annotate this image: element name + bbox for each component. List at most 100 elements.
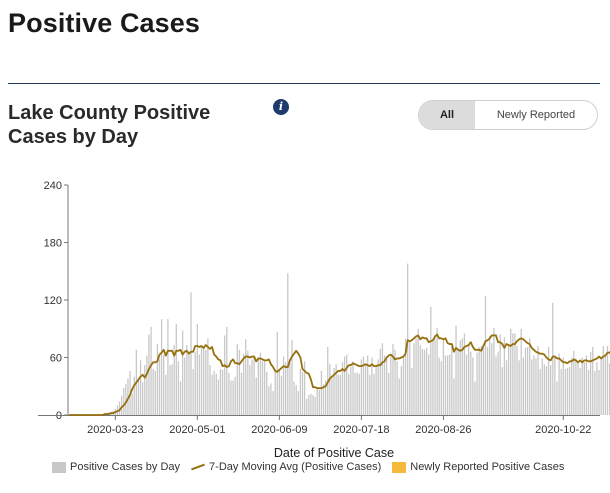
bar — [322, 384, 325, 415]
bar — [516, 346, 518, 415]
bar — [249, 365, 251, 415]
bar — [556, 381, 558, 415]
bar — [200, 346, 203, 415]
bar — [415, 338, 417, 415]
bar — [234, 376, 236, 415]
title-divider — [8, 83, 600, 84]
bar — [409, 341, 411, 415]
bar — [289, 362, 291, 415]
bar — [423, 349, 426, 415]
bar — [468, 345, 470, 415]
bar — [350, 367, 352, 415]
bar — [236, 344, 238, 415]
bar — [552, 302, 554, 415]
legend-item[interactable]: Newly Reported Positive Cases — [392, 461, 564, 473]
cases-chart: 060120180240 2020-03-232020-05-012020-06… — [38, 180, 610, 460]
bar — [571, 357, 573, 415]
bar — [451, 346, 453, 415]
bar — [541, 358, 543, 415]
bar — [131, 393, 133, 415]
bar — [461, 338, 463, 415]
bar — [339, 374, 342, 415]
bar — [554, 357, 556, 415]
bar — [385, 356, 388, 415]
y-tick-label: 180 — [44, 238, 62, 250]
bar — [272, 391, 274, 415]
bar — [303, 361, 306, 415]
bar — [596, 362, 598, 415]
bar — [230, 380, 232, 415]
bar — [301, 371, 304, 415]
moving-average-series — [69, 333, 610, 416]
legend-item[interactable]: 7-Day Moving Avg (Positive Cases) — [191, 461, 381, 473]
bar — [564, 369, 567, 415]
bar — [503, 337, 506, 415]
bar — [465, 354, 468, 415]
bar — [396, 361, 398, 415]
bar — [217, 379, 220, 415]
bar — [213, 370, 215, 415]
bar — [215, 373, 217, 415]
bar — [604, 354, 607, 415]
info-icon[interactable]: i — [273, 99, 289, 115]
bar — [211, 374, 213, 415]
bar — [394, 349, 396, 415]
bar — [154, 370, 156, 415]
bar — [173, 345, 175, 415]
bar — [560, 369, 562, 415]
bar — [169, 365, 171, 415]
bar — [341, 362, 344, 415]
bar — [226, 326, 228, 415]
bar — [335, 364, 337, 415]
bar — [581, 357, 583, 415]
bar — [238, 349, 241, 415]
bar — [337, 374, 339, 415]
toggle-option-all[interactable]: All — [419, 101, 475, 129]
chart-title: Lake County Positive Cases by Day — [8, 102, 211, 148]
bar — [343, 356, 346, 415]
bar — [533, 355, 535, 415]
legend-item[interactable]: Positive Cases by Day — [52, 461, 180, 473]
bar — [459, 340, 461, 415]
bar — [148, 334, 150, 415]
bar — [352, 361, 354, 415]
bar — [411, 368, 413, 415]
bar — [550, 365, 552, 415]
bar — [158, 359, 161, 415]
bar — [186, 345, 188, 415]
bar — [144, 365, 146, 415]
bar — [436, 327, 438, 415]
bar — [179, 381, 182, 415]
bar — [253, 357, 255, 415]
bar — [379, 348, 381, 415]
bar — [312, 394, 314, 415]
bar — [535, 358, 537, 415]
bar — [573, 350, 575, 415]
bar — [400, 366, 403, 415]
bar — [520, 328, 522, 415]
bar — [510, 328, 512, 415]
bar — [285, 362, 287, 415]
bar — [526, 346, 529, 415]
legend-label: Positive Cases by Day — [70, 461, 181, 473]
bar — [528, 338, 531, 415]
bar — [120, 395, 123, 415]
bar — [592, 346, 594, 415]
toggle-option-newly-reported[interactable]: Newly Reported — [496, 109, 576, 121]
bar — [291, 340, 293, 415]
x-axis: 2020-03-23 2020-05-01 2020-06-09 2020-07-18… — [87, 415, 591, 436]
moving-average-line — [69, 333, 610, 416]
bar — [440, 361, 442, 415]
bar — [314, 396, 316, 415]
bar — [175, 323, 177, 415]
bar — [507, 345, 510, 415]
bar — [333, 368, 335, 415]
bar — [419, 345, 421, 415]
bar — [453, 378, 455, 415]
bar — [295, 385, 297, 415]
bar — [457, 348, 459, 415]
bar — [171, 364, 173, 415]
legend-swatch-newly-reported — [392, 461, 407, 473]
bar — [514, 333, 516, 415]
bar — [476, 352, 478, 415]
